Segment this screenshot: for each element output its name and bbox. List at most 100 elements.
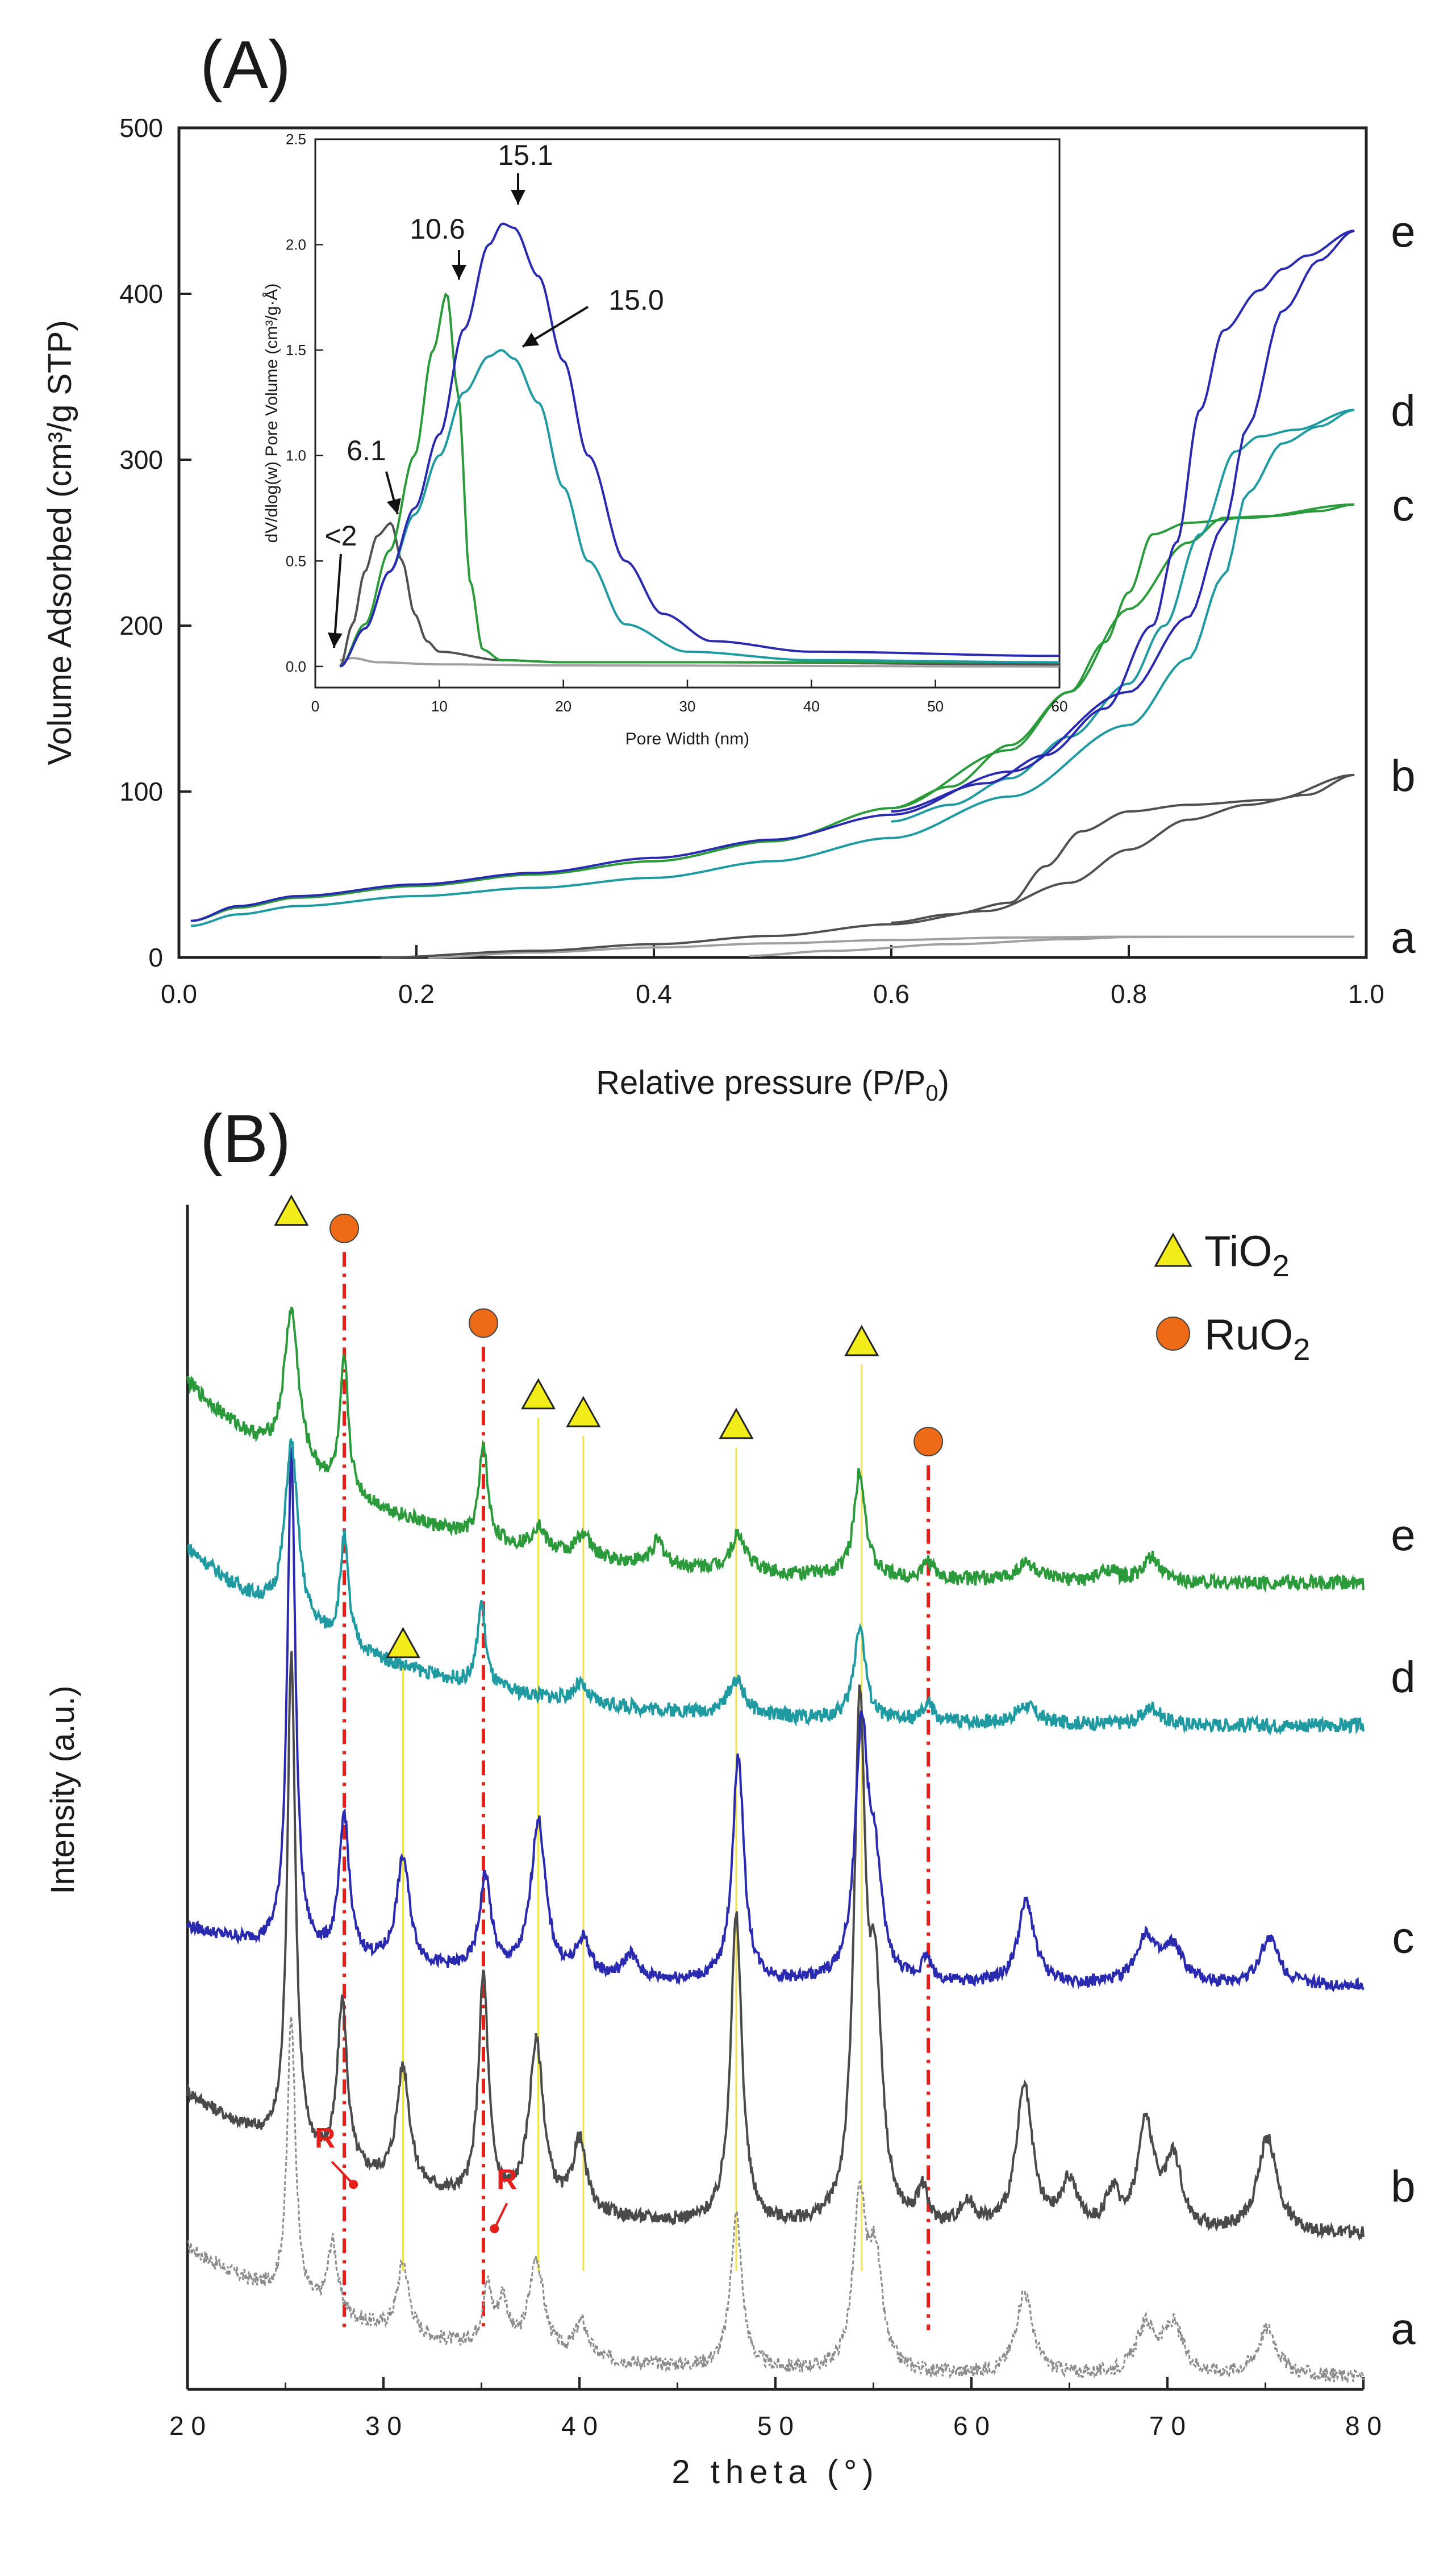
rutile-annotation-label: R (315, 2122, 335, 2154)
panel-b-ticks: 2 0 3 0 4 0 5 0 6 0 7 0 8 0 (169, 2377, 1382, 2441)
isotherm-label-c: c (1392, 480, 1415, 530)
legend-ruo2-label: RuO2 (1204, 1311, 1310, 1367)
inset-series (339, 222, 1059, 668)
ruo2-marker-circle (329, 1213, 359, 1243)
legend-ruo2-text: RuO (1204, 1311, 1293, 1359)
inset-annotation-label: 6.1 (347, 435, 386, 467)
isotherm-label-a: a (1391, 913, 1416, 963)
ruo2-marker-circle (468, 1308, 498, 1338)
panel-a-x-axis-label: Relative pressure (P/P0) (596, 1064, 949, 1106)
x-tick-label: 0.4 (636, 979, 672, 1009)
rutile-annotation-arrow (493, 2202, 508, 2230)
xrd-pattern-a (187, 2016, 1365, 2384)
tio2-marker-triangle (566, 1396, 601, 1427)
inset-annotation-arrow (333, 553, 342, 648)
panel-b-x-axis-label: 2 theta (°) (671, 2454, 879, 2491)
inset-annotations: <2 6.1 10.6 15.1 15.0 (324, 139, 664, 648)
x-tick-label: 1.0 (1348, 979, 1384, 1009)
inset-annotation-label: <2 (324, 520, 357, 552)
inset-x-tick-label: 40 (803, 698, 820, 715)
y-tick-label: 100 (119, 777, 163, 806)
y-tick-label: 300 (119, 445, 163, 474)
inset-ticks: 0 10 20 30 40 50 60 0.0 0.5 1.0 1.5 2.0 2.5 (286, 131, 1068, 715)
inset-y-tick-label: 2.5 (286, 131, 306, 148)
inset-x-tick-label: 60 (1052, 698, 1068, 715)
x-tick-label: 7 0 (1149, 2411, 1186, 2441)
isotherm-c-desorption (891, 503, 1355, 810)
inset-annotation-label: 15.0 (608, 284, 664, 316)
legend-tio2-text: TiO (1204, 1227, 1273, 1276)
inset-annotation-arrowhead (452, 265, 466, 280)
panel-b-label: (B) (200, 1101, 291, 1177)
y-tick-label: 200 (119, 611, 163, 640)
x-tick-label: 0.6 (873, 979, 910, 1009)
inset-background (315, 139, 1059, 688)
legend-ruo2-subscript: 2 (1293, 1332, 1310, 1367)
legend-ruo2-marker (1156, 1317, 1190, 1351)
xrd-label-b: b (1391, 2162, 1415, 2212)
isotherm-e-adsorption (190, 230, 1355, 922)
panel-b-r-annotations: RR (315, 2122, 517, 2234)
legend-tio2-label: TiO2 (1204, 1227, 1290, 1283)
tio2-marker-triangle (521, 1378, 556, 1410)
inset-x-tick-label: 50 (927, 698, 944, 715)
inset-x-axis-label: Pore Width (nm) (625, 730, 749, 748)
isotherm-e-desorption (891, 230, 1355, 813)
x-tick-label: 2 0 (169, 2411, 206, 2441)
panel-b-curve-labels: a b c d e (1391, 1510, 1416, 2354)
inset-y-tick-label: 2.0 (286, 236, 306, 253)
rutile-annotation-arrow (331, 2160, 354, 2185)
x-tick-label: 5 0 (757, 2411, 794, 2441)
isotherm-a-desorption (749, 935, 1355, 957)
inset-x-tick-label: 10 (431, 698, 448, 715)
inset-y-tick-label: 0.5 (286, 552, 306, 569)
x-tick-label: 8 0 (1345, 2411, 1382, 2441)
xrd-label-a: a (1391, 2304, 1416, 2354)
inset-y-tick-label: 1.0 (286, 447, 306, 464)
isotherm-c-adsorption (190, 503, 1355, 922)
xrd-pattern-b (186, 1651, 1365, 2242)
rutile-annotation-arrowhead (349, 2180, 358, 2189)
inset-annotation-arrowhead (327, 632, 343, 648)
inset-x-tick-label: 30 (679, 698, 696, 715)
y-tick-label: 500 (119, 113, 163, 143)
panel-a-label: (A) (200, 27, 291, 103)
inset-annotation-arrowhead (511, 190, 525, 205)
xrd-label-d: d (1391, 1652, 1415, 1702)
y-tick-label: 0 (148, 943, 163, 972)
isotherm-label-b: b (1391, 751, 1415, 801)
x-tick-label: 3 0 (365, 2411, 402, 2441)
panel-a-plot-frame (177, 126, 1368, 959)
pore-distribution-a (340, 657, 1059, 668)
inset-annotation-label: 15.1 (498, 139, 553, 171)
xrd-label-c: c (1392, 1913, 1415, 1963)
y-tick-label: 400 (119, 279, 163, 309)
xrd-pattern-c (186, 1447, 1365, 1992)
x-tick-label: 4 0 (561, 2411, 598, 2441)
inset-x-tick-label: 0 (311, 698, 319, 715)
inset-y-tick-label: 1.5 (286, 342, 306, 359)
tio2-marker-triangle (274, 1194, 309, 1226)
panel-b-reference-lines (343, 1252, 931, 2330)
panel-b-series (186, 1306, 1365, 2384)
inset-annotation-label: 10.6 (410, 213, 465, 245)
inset-y-axis-label: dV/dlog(w) Pore Volume (cm³/g·Å) (262, 284, 281, 543)
tio2-marker-triangle (844, 1325, 879, 1356)
xrd-label-e: e (1391, 1510, 1415, 1560)
inset-annotation-arrowhead (523, 332, 539, 347)
inset-x-tick-label: 20 (555, 698, 571, 715)
tio2-marker-triangle (385, 1627, 421, 1659)
xrd-pattern-e (186, 1306, 1365, 1593)
isotherm-label-d: d (1391, 385, 1415, 435)
panel-b-peak-markers (274, 1194, 944, 1659)
isotherm-label-e: e (1391, 206, 1415, 256)
rutile-annotation-arrowhead (490, 2224, 499, 2234)
legend-tio2-subscript: 2 (1273, 1249, 1290, 1283)
pore-distribution-d (339, 349, 1059, 668)
pore-distribution-e (339, 222, 1059, 668)
tio2-marker-triangle (719, 1407, 754, 1439)
inset-y-tick-label: 0.0 (286, 658, 306, 675)
